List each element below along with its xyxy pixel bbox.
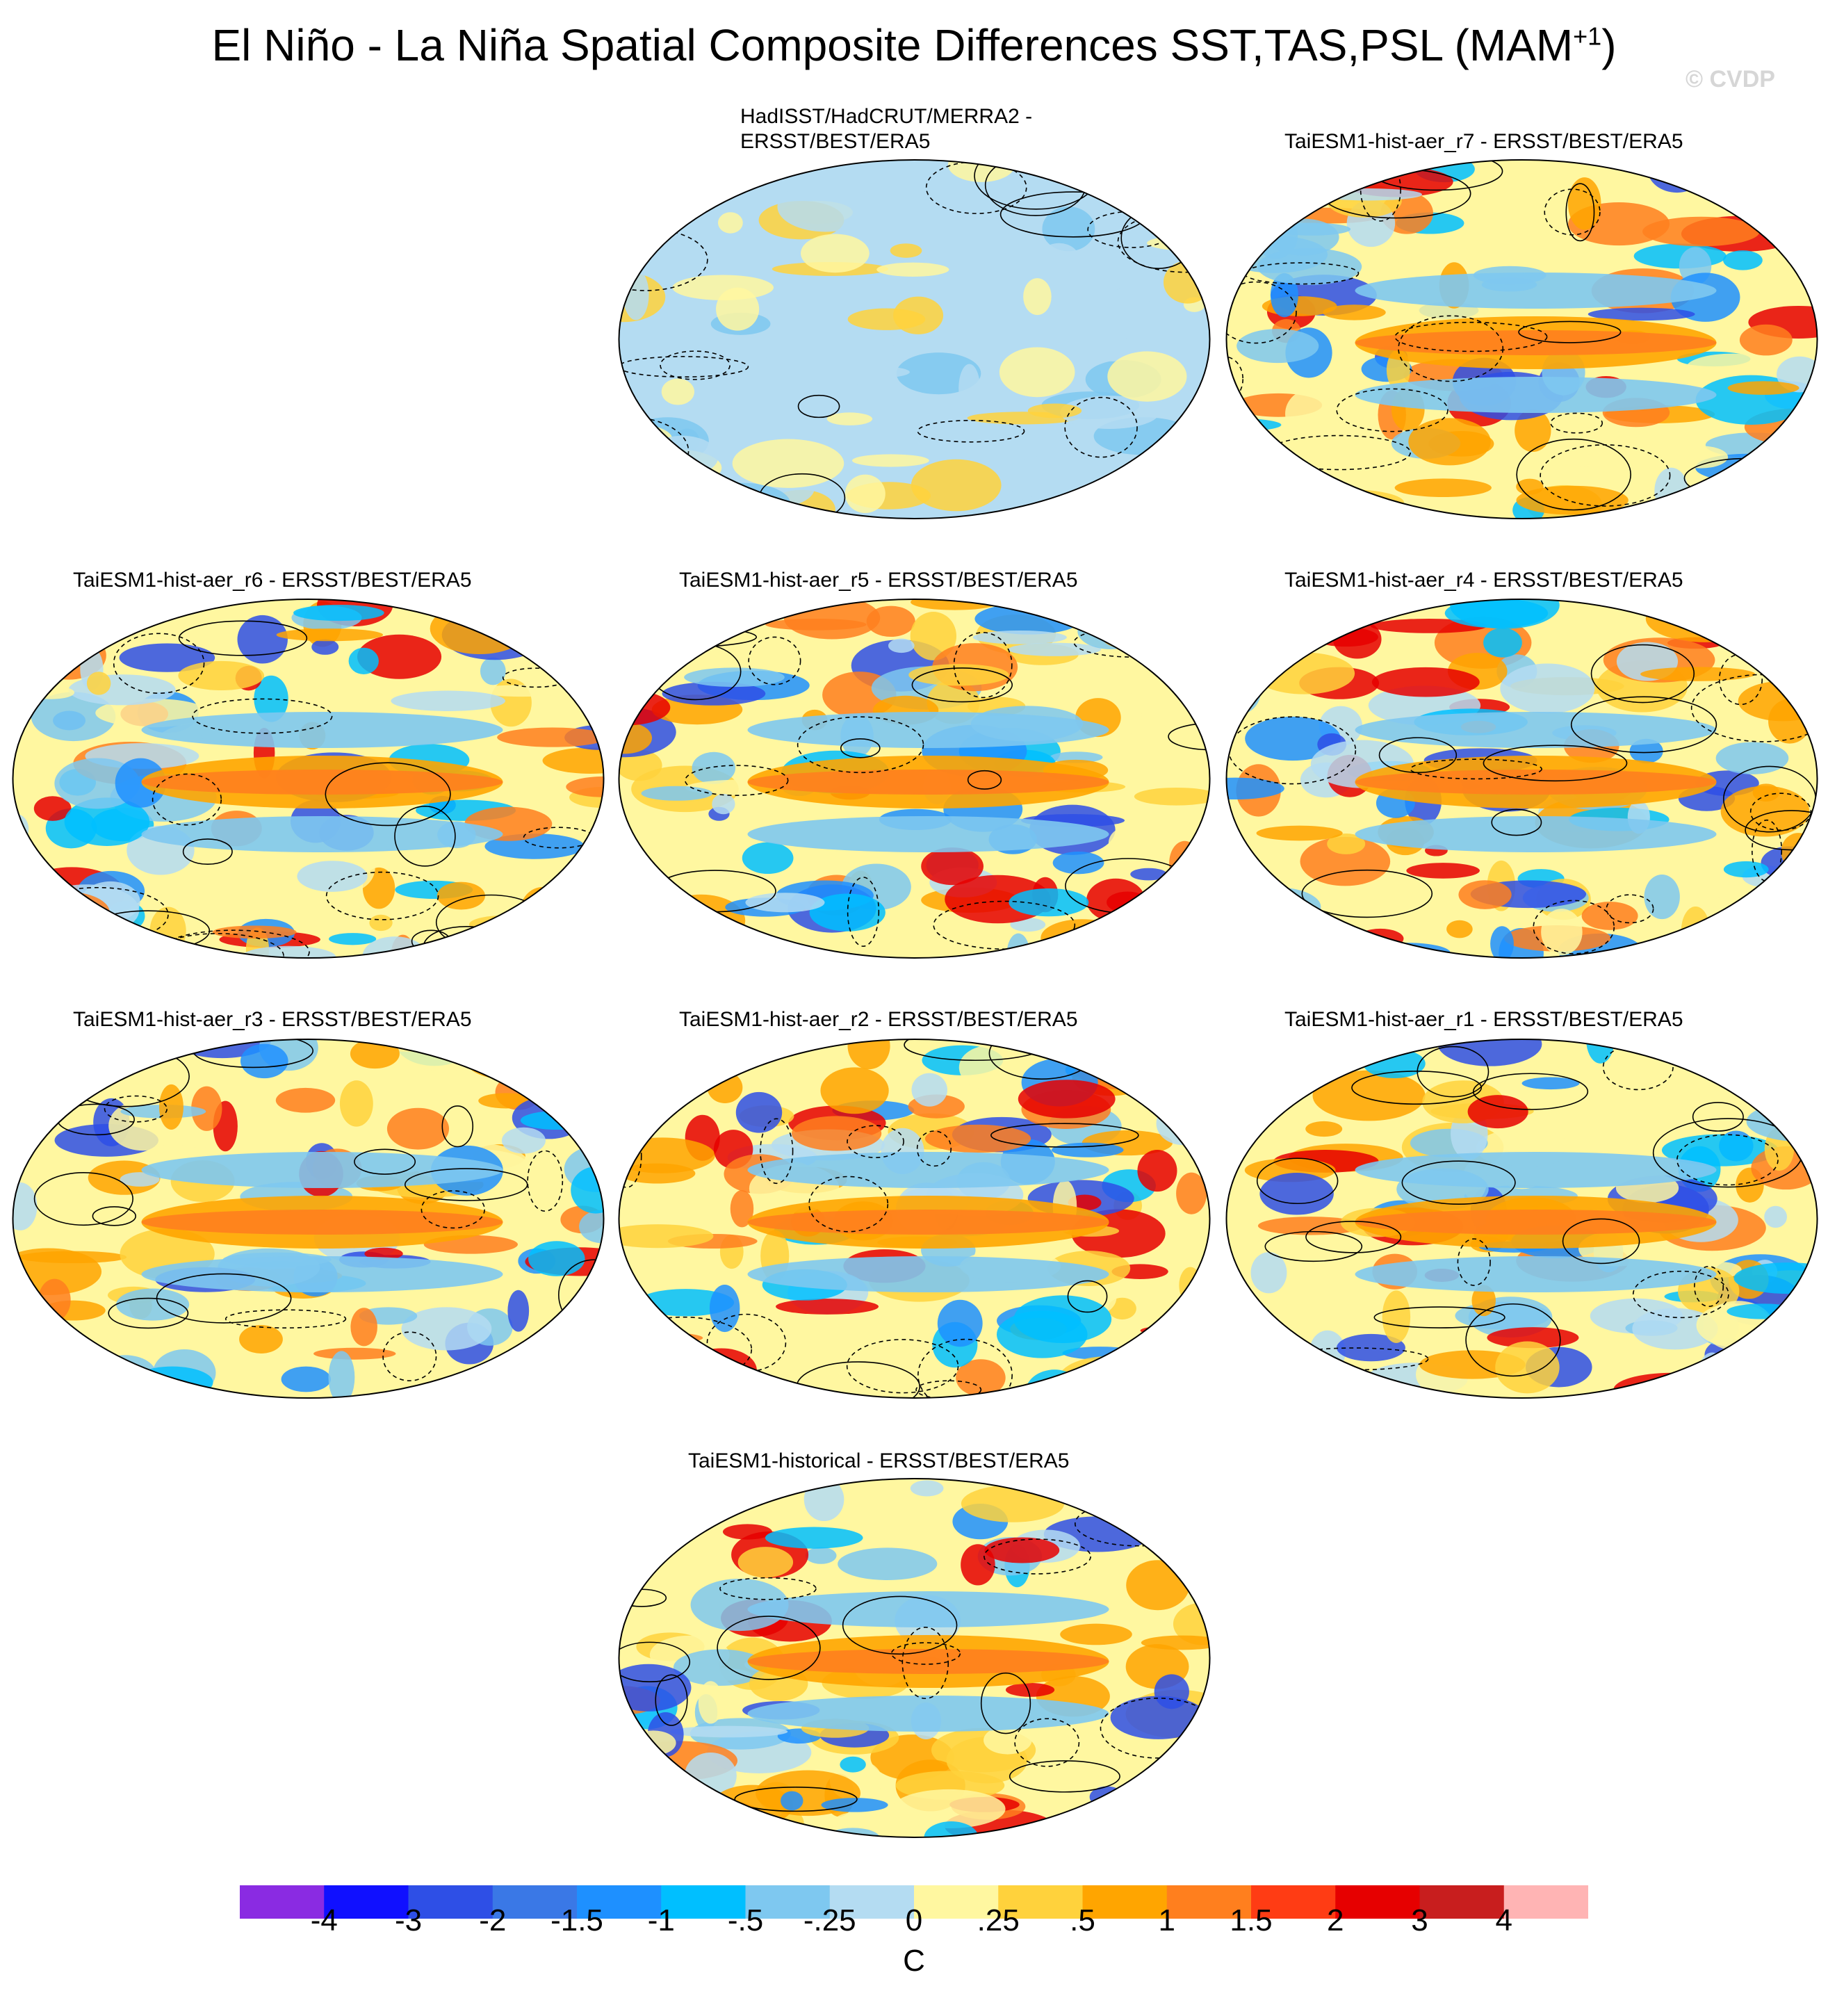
colorbar-unit: C xyxy=(903,1944,925,1978)
map-panel-r1 xyxy=(1225,1039,1818,1399)
colorbar-tick-label: -2 xyxy=(479,1903,507,1937)
colorbar-swatch xyxy=(324,1885,409,1919)
colorbar-tick-label: 2 xyxy=(1327,1903,1344,1937)
colorbar-tick-label: -.5 xyxy=(727,1903,764,1937)
colorbar-tick-label: -.25 xyxy=(803,1903,856,1937)
colorbar-swatch xyxy=(408,1885,493,1919)
colorbar-tick-label: 1.5 xyxy=(1230,1903,1273,1937)
colorbar-swatch xyxy=(914,1885,999,1919)
colorbar-tick-label: 1 xyxy=(1158,1903,1175,1937)
colorbar-swatch xyxy=(1503,1885,1588,1919)
map-panel-r3 xyxy=(12,1039,605,1399)
panel-title-hist: TaiESM1-historical - ERSST/BEST/ERA5 xyxy=(688,1449,1070,1472)
panel-title-r2: TaiESM1-hist-aer_r2 - ERSST/BEST/ERA5 xyxy=(679,1008,1078,1031)
figure-title: El Niño - La Niña Spatial Composite Diff… xyxy=(0,19,1828,71)
figure-title-close: ) xyxy=(1601,20,1617,70)
colorbar-swatch xyxy=(577,1885,662,1919)
colorbar-tick-label: -1.5 xyxy=(550,1903,603,1937)
panel-title-r4: TaiESM1-hist-aer_r4 - ERSST/BEST/ERA5 xyxy=(1284,569,1683,592)
colorbar-tick-label: 3 xyxy=(1411,1903,1428,1937)
colorbar-swatch xyxy=(745,1885,831,1919)
colorbar-tick-label: -1 xyxy=(647,1903,675,1937)
colorbar-swatch xyxy=(240,1885,325,1919)
colorbar-tick-label: -4 xyxy=(310,1903,338,1937)
panel-title-r6: TaiESM1-hist-aer_r6 - ERSST/BEST/ERA5 xyxy=(73,569,472,592)
map-panel-r6 xyxy=(12,599,605,959)
colorbar-swatch xyxy=(492,1885,578,1919)
colorbar-tick-label: .5 xyxy=(1070,1903,1095,1937)
colorbar-swatch xyxy=(1166,1885,1252,1919)
panel-title-r1: TaiESM1-hist-aer_r1 - ERSST/BEST/ERA5 xyxy=(1284,1008,1683,1031)
colorbar-swatch xyxy=(1335,1885,1420,1919)
panel-title-r5: TaiESM1-hist-aer_r5 - ERSST/BEST/ERA5 xyxy=(679,569,1078,592)
colorbar-swatch xyxy=(1082,1885,1168,1919)
map-panel-r5 xyxy=(618,599,1211,959)
colorbar-swatch xyxy=(1251,1885,1336,1919)
panel-title-obs-line1: HadISST/HadCRUT/MERRA2 - xyxy=(740,105,1033,128)
colorbar-tick-label: 4 xyxy=(1495,1903,1512,1937)
colorbar-swatch xyxy=(829,1885,915,1919)
colorbar-swatch xyxy=(998,1885,1083,1919)
map-panel-obs xyxy=(618,159,1211,519)
map-panel-hist xyxy=(618,1478,1211,1838)
figure-title-superscript: +1 xyxy=(1573,22,1602,51)
colorbar-tick-label: 0 xyxy=(905,1903,923,1937)
map-panel-r7 xyxy=(1225,159,1818,519)
colorbar-swatch xyxy=(1419,1885,1505,1919)
colorbar xyxy=(240,1885,1588,1919)
panel-title-r3: TaiESM1-hist-aer_r3 - ERSST/BEST/ERA5 xyxy=(73,1008,472,1031)
colorbar-tick-label: -3 xyxy=(394,1903,423,1937)
cvdp-watermark: © CVDP xyxy=(1686,66,1775,92)
map-panel-r4 xyxy=(1225,599,1818,959)
figure-title-text: El Niño - La Niña Spatial Composite Diff… xyxy=(211,20,1574,70)
panel-title-r7: TaiESM1-hist-aer_r7 - ERSST/BEST/ERA5 xyxy=(1284,130,1683,153)
panel-title-obs: HadISST/HadCRUT/MERRA2 - ERSST/BEST/ERA5 xyxy=(740,104,1032,154)
map-panel-r2 xyxy=(618,1039,1211,1399)
colorbar-swatch xyxy=(661,1885,746,1919)
panel-title-obs-line2: ERSST/BEST/ERA5 xyxy=(740,130,931,153)
colorbar-tick-label: .25 xyxy=(977,1903,1020,1937)
